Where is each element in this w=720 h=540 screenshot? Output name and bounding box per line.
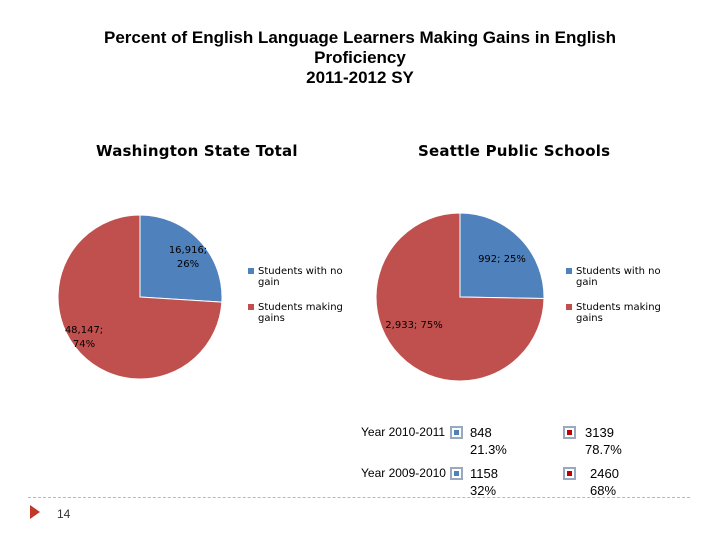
blue-square-icon [450,426,463,439]
sps-pie-slice-gains [375,212,545,382]
sps-legend-label-no-gain: Students with no gain [576,266,661,288]
sps-data-label-no-gain: 992; 25% [478,254,526,265]
year-row-2-gains-count: 2460 [590,466,619,481]
red-square-icon [563,467,576,480]
year-row-1-gains-count: 3139 [585,425,614,440]
wa-data-label-gains: 48,147; 74% [65,325,103,350]
year-row-2-no-gain-count: 1158 [470,466,498,481]
sps-legend: Students with no gain Students making ga… [566,266,664,338]
year-row-2-no-gain: 1158 32% [470,465,498,499]
sps-legend-item-no-gain: Students with no gain [566,266,664,288]
sps-pie-slice-no-gain [459,212,545,299]
wa-legend: Students with no gain Students making ga… [248,266,346,338]
sps-legend-label-gains: Students making gains [576,302,661,324]
wa-legend-label-no-gain: Students with no gain [258,266,343,288]
year-row-1-no-gain-pct: 21.3% [470,442,507,457]
page-marker-arrow-icon [30,505,40,519]
wa-data-label-no-gain: 16,916; 26% [169,245,207,270]
wa-pie-slice-gains [57,214,223,380]
year-row-1-label: Year 2010-2011 [361,425,446,439]
sps-data-label-gains: 2,933; 75% [385,320,442,331]
year-row-1-no-gain-count: 848 [470,425,492,440]
title-line-1: Percent of English Language Learners Mak… [104,28,616,47]
year-row-1-no-gain: 848 21.3% [470,424,507,458]
year-row-1-gains: 3139 78.7% [585,424,622,458]
year-row-2-no-gain-pct: 32% [470,483,497,498]
blue-square-icon [450,467,463,480]
wa-pie-slice-no-gain [139,214,223,303]
legend-swatch-red [566,304,572,310]
sps-legend-item-gains: Students making gains [566,302,664,324]
page-number: 14 [57,507,71,521]
footer-divider [28,497,690,498]
year-row-1-gains-pct: 78.7% [585,442,622,457]
wa-chart-title: Washington State Total [96,142,298,160]
legend-swatch-blue [566,268,572,274]
year-row-2-gains: 2460 68% [590,465,619,499]
legend-swatch-blue [248,268,254,274]
wa-legend-item-gains: Students making gains [248,302,346,324]
red-square-icon [563,426,576,439]
title-line-3: 2011-2012 SY [306,68,414,87]
year-row-2-gains-pct: 68% [590,483,617,498]
legend-swatch-red [248,304,254,310]
title-line-2: Proficiency [314,48,406,67]
wa-legend-label-gains: Students making gains [258,302,343,324]
wa-legend-item-no-gain: Students with no gain [248,266,346,288]
year-row-2-label: Year 2009-2010 [361,466,446,480]
slide-title: Percent of English Language Learners Mak… [60,28,660,88]
sps-chart-title: Seattle Public Schools [418,142,611,160]
